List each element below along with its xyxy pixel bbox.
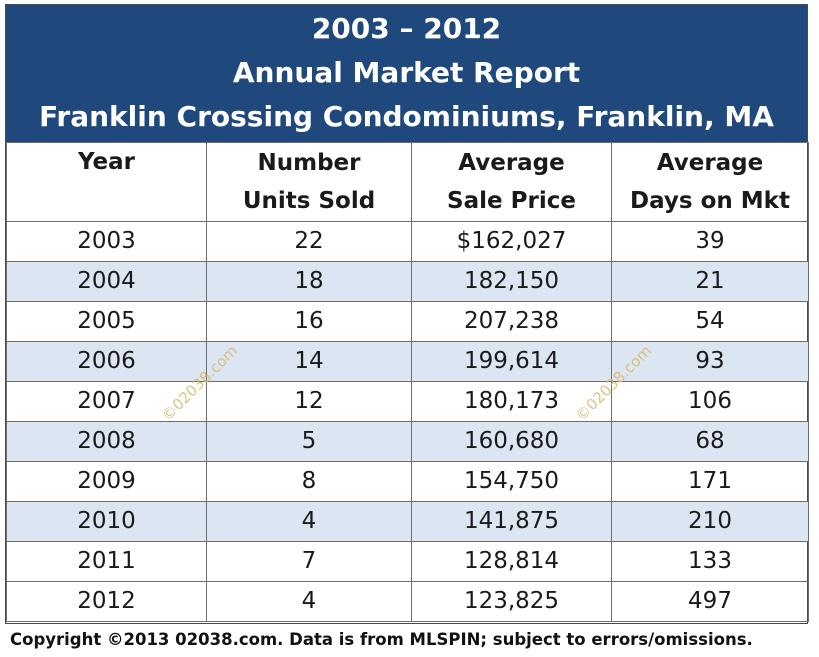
cell-price: 123,825 xyxy=(411,581,612,622)
col-header-units-line1: Number xyxy=(257,150,361,176)
cell-price: $162,027 xyxy=(411,221,612,262)
cell-year: 2009 xyxy=(6,461,207,502)
title-line-years: 2003 – 2012 xyxy=(311,12,502,45)
table-row: 2007 12 180,173 106 xyxy=(6,381,809,422)
cell-dom: 39 xyxy=(611,221,809,262)
table-header-row: Year Number Units Sold Average Sale Pric… xyxy=(6,142,809,222)
cell-units: 4 xyxy=(206,501,412,542)
col-header-price: Average Sale Price xyxy=(411,142,612,222)
cell-units: 7 xyxy=(206,541,412,582)
cell-units: 5 xyxy=(206,421,412,462)
cell-price: 141,875 xyxy=(411,501,612,542)
table-row: 2009 8 154,750 171 xyxy=(6,461,809,502)
table-row: 2005 16 207,238 54 xyxy=(6,301,809,342)
col-header-dom-line1: Average xyxy=(656,150,764,176)
col-header-dom-line2: Days on Mkt xyxy=(630,188,790,214)
cell-year: 2010 xyxy=(6,501,207,542)
cell-price: 182,150 xyxy=(411,261,612,302)
cell-dom: 68 xyxy=(611,421,809,462)
cell-dom: 106 xyxy=(611,381,809,422)
table-row: 2006 14 199,614 93 xyxy=(6,341,809,382)
col-header-price-line1: Average xyxy=(458,150,565,176)
table-row: 2003 22 $162,027 39 xyxy=(6,221,809,262)
cell-units: 4 xyxy=(206,581,412,622)
cell-dom: 21 xyxy=(611,261,809,302)
table-row: 2008 5 160,680 68 xyxy=(6,421,809,462)
col-header-price-line2: Sale Price xyxy=(447,188,576,214)
copyright-footer: Copyright ©2013 02038.com. Data is from … xyxy=(10,630,753,649)
cell-year: 2008 xyxy=(6,421,207,462)
title-line-location: Franklin Crossing Condominiums, Franklin… xyxy=(39,100,774,133)
cell-year: 2011 xyxy=(6,541,207,582)
cell-price: 207,238 xyxy=(411,301,612,342)
cell-units: 14 xyxy=(206,341,412,382)
table-row: 2010 4 141,875 210 xyxy=(6,501,809,542)
col-header-year: Year xyxy=(6,142,207,222)
col-header-units-line2: Units Sold xyxy=(242,188,376,214)
cell-units: 18 xyxy=(206,261,412,302)
cell-year: 2003 xyxy=(6,221,207,262)
table-row: 2012 4 123,825 497 xyxy=(6,581,809,622)
table-row: 2011 7 128,814 133 xyxy=(6,541,809,582)
col-header-units: Number Units Sold xyxy=(206,142,412,222)
cell-dom: 54 xyxy=(611,301,809,342)
cell-price: 199,614 xyxy=(411,341,612,382)
cell-year: 2004 xyxy=(6,261,207,302)
cell-year: 2006 xyxy=(6,341,207,382)
cell-units: 16 xyxy=(206,301,412,342)
col-header-year-label: Year xyxy=(77,149,135,175)
cell-price: 154,750 xyxy=(411,461,612,502)
cell-dom: 133 xyxy=(611,541,809,582)
cell-year: 2005 xyxy=(6,301,207,342)
report-header: 2003 – 2012 Annual Market Report Frankli… xyxy=(6,5,807,142)
cell-price: 160,680 xyxy=(411,421,612,462)
title-line-report: Annual Market Report xyxy=(232,56,581,89)
cell-dom: 497 xyxy=(611,581,809,622)
cell-units: 8 xyxy=(206,461,412,502)
cell-year: 2012 xyxy=(6,581,207,622)
cell-units: 22 xyxy=(206,221,412,262)
cell-dom: 210 xyxy=(611,501,809,542)
cell-units: 12 xyxy=(206,381,412,422)
cell-price: 128,814 xyxy=(411,541,612,582)
cell-dom: 171 xyxy=(611,461,809,502)
cell-price: 180,173 xyxy=(411,381,612,422)
col-header-dom: Average Days on Mkt xyxy=(611,142,809,222)
table-row: 2004 18 182,150 21 xyxy=(6,261,809,302)
market-table: Year Number Units Sold Average Sale Pric… xyxy=(6,142,809,622)
